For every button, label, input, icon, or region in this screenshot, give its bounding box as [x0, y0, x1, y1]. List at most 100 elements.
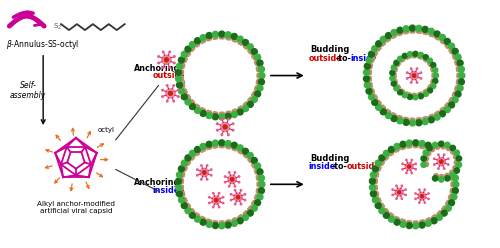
Circle shape	[397, 118, 403, 124]
Circle shape	[254, 60, 260, 65]
Circle shape	[412, 223, 418, 229]
Circle shape	[450, 173, 456, 178]
Circle shape	[388, 151, 394, 156]
Circle shape	[404, 29, 408, 34]
Circle shape	[252, 205, 258, 211]
Circle shape	[440, 34, 446, 40]
Circle shape	[370, 178, 376, 184]
Circle shape	[392, 189, 394, 190]
Circle shape	[367, 76, 372, 81]
Circle shape	[212, 111, 218, 116]
Circle shape	[396, 188, 403, 196]
Circle shape	[412, 93, 416, 97]
Circle shape	[225, 141, 231, 147]
Circle shape	[176, 140, 265, 229]
Circle shape	[391, 30, 397, 35]
Circle shape	[256, 80, 261, 85]
Circle shape	[416, 82, 418, 83]
Circle shape	[166, 100, 168, 102]
Circle shape	[244, 153, 248, 158]
Circle shape	[438, 154, 439, 155]
Circle shape	[384, 150, 390, 156]
Circle shape	[455, 54, 461, 60]
Circle shape	[200, 143, 206, 149]
Circle shape	[212, 220, 218, 225]
Circle shape	[396, 85, 400, 89]
Circle shape	[180, 172, 185, 177]
Circle shape	[424, 162, 428, 166]
Circle shape	[182, 160, 187, 166]
Circle shape	[456, 156, 462, 161]
Circle shape	[186, 203, 190, 208]
Circle shape	[176, 178, 182, 184]
Circle shape	[411, 159, 412, 161]
Circle shape	[200, 35, 206, 41]
Circle shape	[212, 196, 220, 204]
Circle shape	[411, 172, 412, 174]
Circle shape	[424, 156, 428, 161]
Circle shape	[420, 144, 425, 149]
Circle shape	[444, 176, 450, 181]
Circle shape	[445, 103, 450, 108]
Circle shape	[454, 86, 460, 91]
Circle shape	[412, 74, 416, 77]
Circle shape	[455, 91, 461, 97]
Circle shape	[221, 118, 222, 120]
Circle shape	[375, 160, 381, 166]
Circle shape	[380, 41, 386, 46]
Circle shape	[394, 216, 399, 221]
Circle shape	[230, 199, 232, 201]
Circle shape	[162, 96, 164, 97]
Circle shape	[257, 85, 263, 91]
Circle shape	[410, 120, 416, 126]
Circle shape	[228, 172, 230, 173]
Circle shape	[179, 70, 184, 75]
Circle shape	[206, 32, 212, 38]
Circle shape	[415, 163, 416, 164]
Circle shape	[158, 62, 160, 64]
Circle shape	[182, 166, 188, 171]
Circle shape	[212, 192, 214, 194]
Circle shape	[185, 208, 191, 214]
Circle shape	[392, 73, 397, 78]
Circle shape	[220, 220, 224, 225]
Circle shape	[225, 113, 231, 119]
Circle shape	[432, 176, 438, 181]
Circle shape	[453, 166, 458, 170]
Circle shape	[258, 188, 264, 194]
Circle shape	[459, 73, 465, 79]
Circle shape	[406, 220, 412, 225]
Circle shape	[200, 39, 205, 44]
Circle shape	[218, 192, 220, 194]
Circle shape	[428, 117, 434, 123]
Text: Anchoring: Anchoring	[134, 178, 180, 187]
Circle shape	[238, 176, 240, 177]
Circle shape	[380, 160, 384, 165]
Circle shape	[237, 36, 243, 42]
Circle shape	[412, 140, 418, 146]
Circle shape	[196, 169, 198, 170]
Circle shape	[386, 32, 392, 38]
Circle shape	[405, 194, 406, 196]
Circle shape	[423, 116, 428, 121]
Circle shape	[248, 101, 253, 107]
Circle shape	[256, 175, 261, 180]
Circle shape	[413, 143, 418, 148]
Circle shape	[212, 144, 218, 149]
Circle shape	[384, 155, 388, 160]
Text: octyl: octyl	[98, 127, 115, 133]
Circle shape	[220, 112, 224, 117]
Circle shape	[238, 215, 243, 220]
Circle shape	[238, 182, 240, 183]
Circle shape	[373, 179, 378, 184]
Circle shape	[413, 220, 418, 225]
Circle shape	[456, 73, 462, 78]
Circle shape	[234, 203, 236, 205]
Circle shape	[364, 82, 370, 88]
Circle shape	[219, 223, 224, 229]
Circle shape	[445, 43, 450, 48]
Circle shape	[202, 171, 206, 174]
Circle shape	[258, 175, 264, 181]
Circle shape	[403, 26, 409, 32]
Circle shape	[420, 72, 422, 73]
